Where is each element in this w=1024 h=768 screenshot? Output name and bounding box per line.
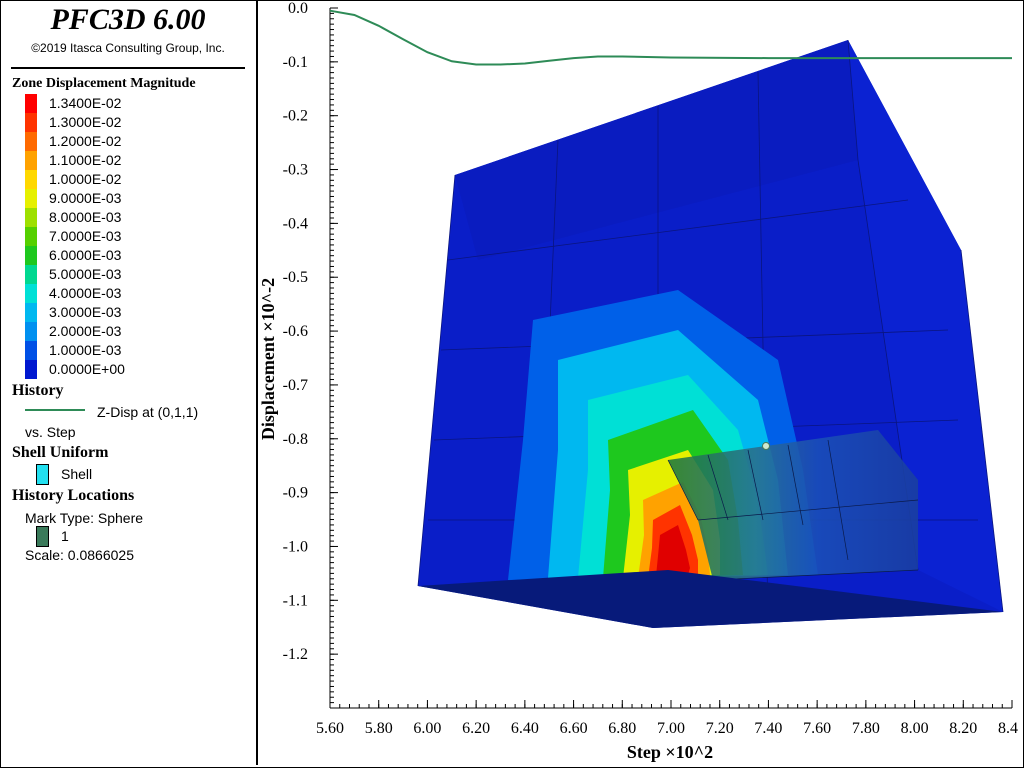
scale-swatch <box>25 246 37 265</box>
y-tick-label: -1.1 <box>283 592 308 609</box>
history-locations-title: History Locations <box>12 487 135 504</box>
scale-label: 6.0000E-03 <box>49 247 122 263</box>
x-axis-label: Step ×10^2 <box>627 742 713 762</box>
x-tick-label: 6.80 <box>608 720 636 737</box>
scale-swatch <box>25 94 37 113</box>
copyright-text: ©2019 Itasca Consulting Group, Inc. <box>31 41 225 55</box>
y-tick-label: -0.7 <box>283 377 308 394</box>
scale-label: 5.0000E-03 <box>49 266 122 282</box>
scale-label: 1.3400E-02 <box>49 95 122 111</box>
x-tick-label: 7.20 <box>706 720 734 737</box>
chart-area: 0.0 -0.1 -0.2 -0.3 -0.4 -0.5 -0.6 -0.7 -0.8 -0.9 -… <box>258 0 1024 768</box>
x-tick-label: 6.60 <box>560 720 588 737</box>
legend-panel: PFC3D 6.00 ©2019 Itasca Consulting Group… <box>1 1 258 765</box>
scale-label: 4.0000E-03 <box>49 285 122 301</box>
scale-swatch <box>25 189 37 208</box>
scale-label: 0.0000E+00 <box>49 361 125 377</box>
y-tick-label: -0.9 <box>283 485 308 502</box>
cube-bottom-face <box>418 570 1003 628</box>
shell-surface <box>668 430 918 580</box>
scale-label: 1.0000E-02 <box>49 171 122 187</box>
x-tick-label: 8.20 <box>949 720 977 737</box>
scale-label: 7.0000E-03 <box>49 228 122 244</box>
history-location-sphere <box>762 442 770 450</box>
scale-label: 1.2000E-02 <box>49 133 122 149</box>
y-tick-label: -0.4 <box>283 215 308 232</box>
shell-label: Shell <box>61 466 93 482</box>
y-tick-label: -0.2 <box>283 108 308 125</box>
y-tick-label: -1.2 <box>283 646 308 663</box>
cube-right-face <box>848 40 1003 612</box>
scale-swatch <box>25 360 37 379</box>
model-3d-view <box>417 39 1004 628</box>
x-tick-label: 8.00 <box>901 720 929 737</box>
scale-label: 1.3000E-02 <box>49 114 122 130</box>
scale-label: 3.0000E-03 <box>49 304 122 320</box>
scale-label: 1.1000E-02 <box>49 152 122 168</box>
scale-swatch <box>25 151 37 170</box>
scale-swatch <box>25 170 37 189</box>
x-tick-label: 8.4 <box>998 720 1018 737</box>
scale-swatch <box>25 322 37 341</box>
history-title: History <box>12 382 64 399</box>
x-tick-label: 6.00 <box>413 720 441 737</box>
scale-swatch <box>25 132 37 151</box>
y-axis-label: Displacement ×10^-2 <box>258 278 278 440</box>
y-tick-label: -0.5 <box>283 269 308 286</box>
x-tick-label: 7.40 <box>754 720 782 737</box>
scale-swatch <box>25 208 37 227</box>
y-tick-label: -1.0 <box>283 538 308 555</box>
shell-title: Shell Uniform <box>12 444 109 461</box>
scale-label: 2.0000E-03 <box>49 323 122 339</box>
y-tick-label: -0.6 <box>283 323 308 340</box>
shell-swatch <box>36 464 49 485</box>
legend-separator <box>11 67 245 69</box>
history-series-label: Z-Disp at (0,1,1) <box>97 404 199 420</box>
y-tick-label: 0.0 <box>288 0 308 17</box>
x-tick-label: 7.60 <box>803 720 831 737</box>
scale-label: 1.0000E-03 <box>49 342 122 358</box>
scale-swatch <box>25 341 37 360</box>
shell-mesh-lines <box>667 439 919 581</box>
scale-swatch <box>25 284 37 303</box>
app-title: PFC3D 6.00 <box>50 3 206 36</box>
series-layer <box>329 9 1012 66</box>
x-tick-label: 7.00 <box>657 720 685 737</box>
history-vs-label: vs. Step <box>25 424 76 440</box>
x-tick-label: 5.80 <box>365 720 393 737</box>
chart-axes: 0.0 -0.1 -0.2 -0.3 -0.4 -0.5 -0.6 -0.7 -0.8 -0.9 -… <box>283 0 1018 737</box>
y-tick-label: -0.8 <box>283 431 308 448</box>
cube-top-face <box>455 40 858 260</box>
scale-swatch <box>25 303 37 322</box>
x-tick-label: 6.40 <box>511 720 539 737</box>
scale-swatch <box>25 227 37 246</box>
y-tick-label: -0.1 <box>283 54 308 71</box>
scale-label: 8.0000E-03 <box>49 209 122 225</box>
x-tick-label: 7.80 <box>852 720 880 737</box>
scale-swatch <box>25 265 37 284</box>
scale-label: Scale: 0.0866025 <box>25 547 134 563</box>
series-line-z-disp <box>329 9 1012 66</box>
scale-swatch <box>25 113 37 132</box>
y-tick-label: -0.3 <box>283 162 308 179</box>
zone-legend-title: Zone Displacement Magnitude <box>12 76 196 91</box>
scale-label: 9.0000E-03 <box>49 190 122 206</box>
mark-label: 1 <box>61 528 69 544</box>
plot-svg: 0.0 -0.1 -0.2 -0.3 -0.4 -0.5 -0.6 -0.7 -0.8 -0.9 -… <box>258 0 1018 762</box>
history-line-sample <box>25 409 85 411</box>
mark-swatch <box>36 526 49 547</box>
x-tick-label: 6.20 <box>462 720 490 737</box>
x-tick-label: 5.60 <box>316 720 344 737</box>
mark-type-label: Mark Type: Sphere <box>25 510 144 526</box>
